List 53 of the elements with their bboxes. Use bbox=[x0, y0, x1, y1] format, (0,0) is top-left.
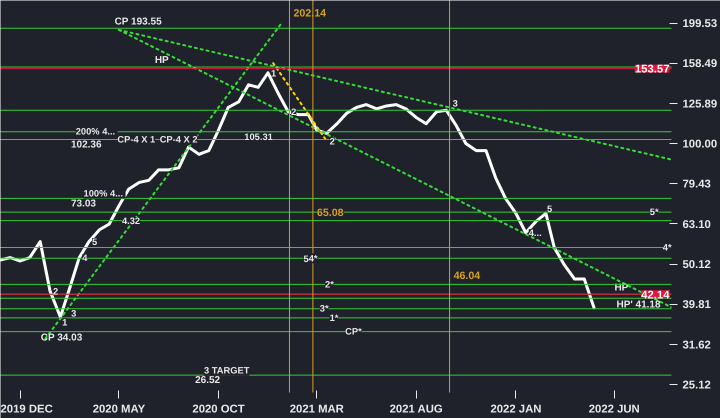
annotation: 100% 4... bbox=[84, 188, 123, 198]
y-tick-label: 63.10 bbox=[682, 218, 711, 231]
annotation: 2 bbox=[330, 136, 335, 146]
annotation: 4.32 bbox=[122, 216, 140, 226]
y-tick-label: 79.43 bbox=[682, 178, 711, 191]
y-tick-label: 100.00 bbox=[682, 138, 718, 151]
y-tick-label: 50.12 bbox=[682, 259, 711, 272]
x-tick-label: 2020 MAY bbox=[92, 404, 146, 416]
annotation: 4... bbox=[528, 228, 542, 238]
annotation: 1 bbox=[62, 317, 68, 328]
annotation: 5 bbox=[546, 204, 552, 214]
ref-line-label: 102.36 bbox=[70, 139, 102, 150]
x-tick-label: 2019 DEC bbox=[0, 404, 53, 416]
annotation: 4 bbox=[82, 253, 88, 264]
y-tick-label: 31.62 bbox=[682, 339, 711, 352]
annotation: 2 bbox=[291, 107, 296, 118]
annotation: CP-4 X 2 bbox=[160, 134, 198, 144]
annotation: 1* bbox=[330, 312, 339, 323]
y-tick-label: 125.89 bbox=[682, 98, 718, 110]
ref-line-label: HP' 41.18 bbox=[616, 299, 661, 310]
annotation: 5 bbox=[92, 237, 98, 248]
annotation: 3 bbox=[71, 308, 76, 318]
annotation: 5* bbox=[650, 207, 659, 218]
annotation: CP* bbox=[345, 326, 362, 337]
annotation: 3 bbox=[452, 98, 458, 109]
ref-line-label: 42.14 bbox=[641, 289, 670, 302]
annotation: CP-4 X 1 bbox=[117, 134, 156, 144]
annotation: 2 bbox=[52, 286, 58, 296]
ref-line-label: 46.04 bbox=[454, 270, 480, 282]
annotation: 1 bbox=[270, 68, 276, 78]
annotation: 3 TARGET bbox=[204, 366, 250, 376]
annotation: 2* bbox=[325, 279, 334, 290]
ref-line-label: CP 34.03 bbox=[40, 332, 83, 344]
x-tick-label: 2021 MAR bbox=[290, 404, 344, 416]
x-tick-label: 2020 OCT bbox=[192, 404, 245, 416]
ref-line-label: 65.08 bbox=[316, 207, 344, 220]
x-tick-label: 2022 JUN bbox=[588, 404, 640, 416]
ref-line-label: HP bbox=[154, 55, 170, 66]
y-tick-label: 25.12 bbox=[682, 380, 711, 392]
annotation: 3* bbox=[320, 304, 329, 314]
y-tick-label: 199.53 bbox=[682, 18, 718, 30]
y-tick-label: 158.49 bbox=[682, 58, 718, 70]
ref-line-label: 73.03 bbox=[70, 198, 96, 210]
ref-line-label: CP 193.55 bbox=[114, 16, 162, 28]
annotation: 4* bbox=[662, 242, 672, 253]
annotation: 200% 4... bbox=[76, 126, 116, 137]
y-tick-label: 39.81 bbox=[682, 299, 711, 312]
x-tick-label: 2022 JAN bbox=[490, 404, 542, 416]
x-tick-label: 2021 AUG bbox=[390, 404, 443, 416]
ref-line-label: 26.52 bbox=[195, 375, 221, 386]
annotation: 5 bbox=[304, 254, 309, 264]
annotation: 105.31 bbox=[244, 132, 273, 142]
annotation: 4* bbox=[308, 253, 318, 264]
